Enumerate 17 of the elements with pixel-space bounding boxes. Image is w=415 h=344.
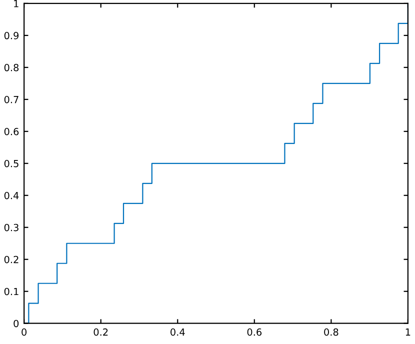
y-tick-label: 0.3 xyxy=(4,224,18,232)
x-tick-label: 0 xyxy=(22,328,27,336)
y-tick-label: 0.5 xyxy=(4,160,18,168)
y-tick-label: 0.4 xyxy=(4,192,19,200)
x-tick-label: 1 xyxy=(406,328,410,336)
x-tick-label: 0.6 xyxy=(247,328,262,336)
x-tick-label: 0.2 xyxy=(94,328,108,336)
x-tick-label: 0.8 xyxy=(324,328,338,336)
y-tick-label: 0.7 xyxy=(4,96,18,104)
y-tick-label: 1 xyxy=(14,0,18,8)
y-tick-label: 0.1 xyxy=(4,288,18,296)
x-tick-label: 0.4 xyxy=(170,328,185,336)
y-tick-label: 0 xyxy=(14,320,19,328)
y-tick-label: 0.9 xyxy=(4,32,19,40)
y-tick-label: 0.2 xyxy=(4,256,18,264)
y-tick-label: 0.8 xyxy=(4,64,19,72)
y-tick-label: 0.6 xyxy=(4,128,19,136)
